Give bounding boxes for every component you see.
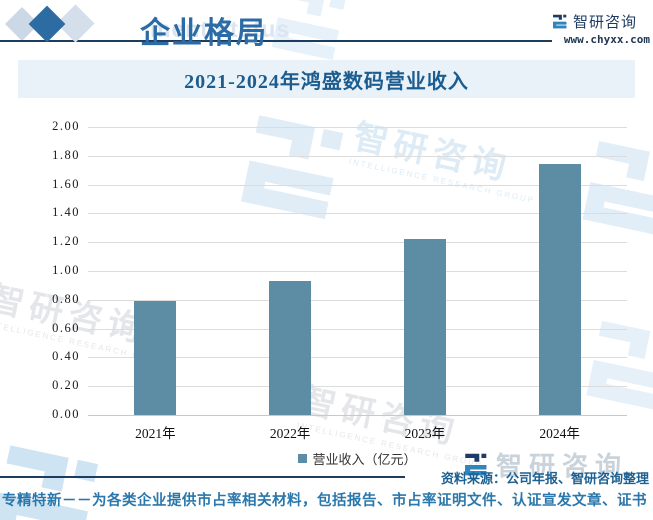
gridline (88, 386, 627, 388)
gridline (88, 127, 627, 128)
x-category-label: 2021年 (135, 426, 176, 441)
chart-title: 2021-2024年鸿盛数码营业收入 (184, 70, 469, 93)
brand-name: 智研咨询 (573, 15, 638, 31)
section-title: 企业格局 (140, 17, 268, 50)
y-tick-label: 0.80 (52, 291, 80, 306)
data-source-text: 资料来源：公司年报、智研咨询整理 (440, 471, 649, 486)
y-tick-label: 1.20 (52, 234, 80, 249)
y-tick-label: 1.00 (52, 263, 80, 277)
y-tick-label: 0.20 (52, 378, 80, 393)
brand-logo: 智研咨询 (551, 11, 637, 32)
legend-swatch (298, 454, 308, 463)
gridline (88, 271, 627, 272)
bar-2022年 (269, 281, 312, 415)
gridline (88, 155, 627, 157)
footer-brand-logo: 智研咨询 (462, 446, 628, 483)
bar-2024年 (538, 164, 581, 415)
y-tick-label: 1.60 (52, 176, 80, 191)
section-diamond-icon (28, 5, 66, 43)
chart-legend: 营业收入（亿元） (88, 449, 627, 468)
header-divider (0, 40, 552, 42)
y-tick-label: 1.40 (52, 205, 80, 220)
gridline (88, 415, 627, 416)
gridline (88, 357, 627, 359)
y-tick-label: 0.60 (52, 320, 80, 335)
promo-note-text: 专精特新－－为各类企业提供市占率相关材料，包括报告、市占率证明文件、认证宣发文章… (2, 493, 647, 509)
bar-chart-plot-area (88, 127, 627, 416)
y-tick-label: 1.80 (52, 147, 80, 162)
y-tick-label: 0.00 (52, 407, 80, 421)
footer-brand-name: 智研咨询 (496, 451, 629, 481)
bar-2021年 (134, 301, 177, 415)
brand-logo-icon (553, 13, 567, 29)
legend-label: 营业收入（亿元） (312, 452, 417, 467)
gridline (88, 299, 627, 301)
brand-url-link[interactable]: www.chyxx.com (563, 33, 650, 46)
y-tick-label: 0.40 (52, 349, 80, 364)
x-category-label: 2023年 (404, 426, 446, 441)
gridline (88, 213, 627, 215)
y-tick-label: 2.00 (52, 119, 80, 133)
chart-title-band: 2021-2024年鸿盛数码营业收入 (18, 60, 635, 98)
header-watermark-text: ment status (150, 16, 291, 42)
gridline (88, 242, 627, 244)
x-category-label: 2024年 (539, 426, 580, 441)
footer-brand-logo-icon (465, 451, 487, 476)
gridline (88, 184, 627, 186)
footer-divider (0, 476, 405, 478)
bar-2023年 (403, 239, 446, 415)
x-category-label: 2022年 (269, 426, 311, 441)
gridline (88, 328, 627, 330)
